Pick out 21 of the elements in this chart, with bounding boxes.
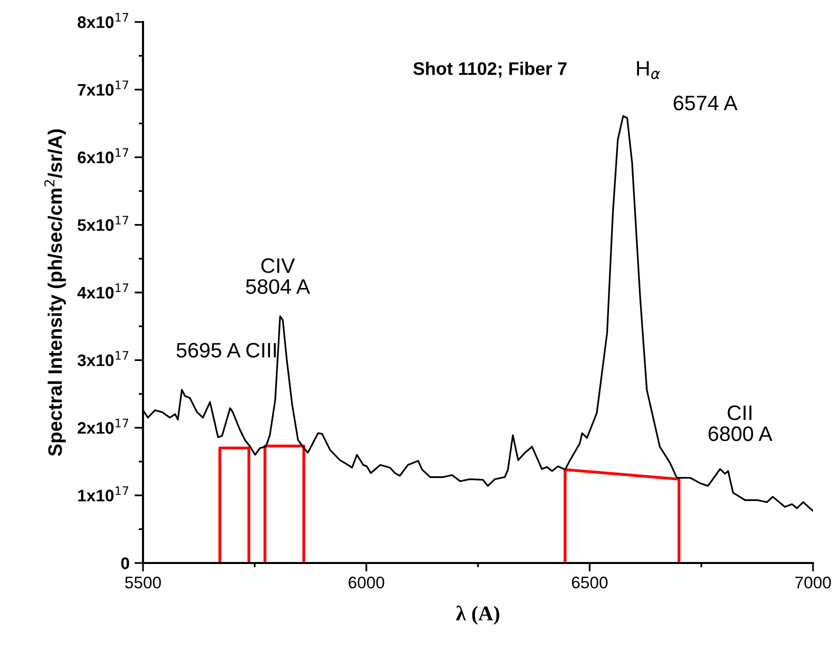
x-tick-label: 6500 bbox=[572, 576, 608, 588]
x-tick-label: 5500 bbox=[125, 576, 161, 588]
y-axis-title: Spectral Intensity (ph/sec/cm$^{2}$/sr/A) bbox=[44, 129, 66, 456]
x-tick-label: 6000 bbox=[348, 576, 384, 588]
y-tick-label: 8x10$^{17}$ bbox=[78, 13, 128, 28]
y-tick-label: 6x10$^{17}$ bbox=[78, 148, 128, 164]
annotation: 6574 A bbox=[674, 96, 738, 110]
annotation: CII 6800 A bbox=[708, 405, 772, 442]
y-tick-label: 0 bbox=[121, 557, 130, 570]
y-tick-label: 1x10$^{17}$ bbox=[78, 486, 128, 502]
annotation: CIV 5804 A bbox=[246, 258, 310, 294]
y-tick-label: 2x10$^{17}$ bbox=[78, 418, 128, 434]
annotation: H$_{α}$ bbox=[637, 61, 660, 80]
annotation: 5695 A CIII bbox=[176, 342, 276, 358]
y-tick-label: 3x10$^{17}$ bbox=[78, 351, 128, 366]
y-tick-label: 5x10$^{17}$ bbox=[78, 216, 128, 231]
x-axis-title: λ (A) bbox=[456, 606, 500, 625]
y-tick-label: 4x10$^{17}$ bbox=[77, 284, 128, 299]
x-tick-label: 7000 bbox=[795, 576, 831, 588]
annotation: Shot 1102; Fiber 7 bbox=[413, 62, 567, 78]
y-tick-label: 7x10$^{17}$ bbox=[78, 80, 128, 96]
